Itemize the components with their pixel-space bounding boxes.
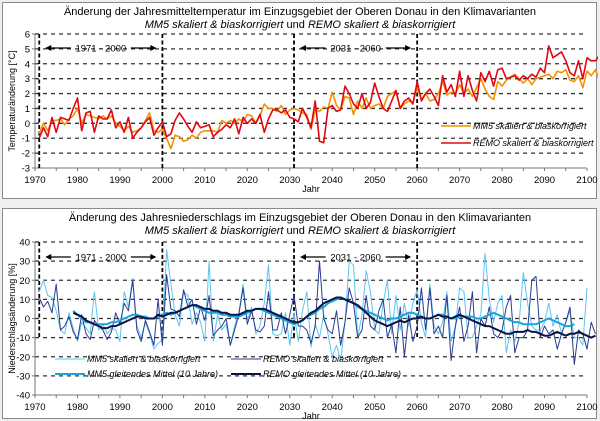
x-tick-label: 1970 — [24, 175, 45, 186]
y-tick-label: -1 — [22, 134, 30, 145]
period-label: 2031 - 2060 — [330, 44, 381, 55]
legend-label: MM5 gleitendes Mittel (10 Jahre) — [87, 369, 218, 379]
y-tick-label: 0 — [25, 119, 30, 130]
y-tick-label: -2 — [22, 149, 30, 160]
x-tick-label: 2050 — [364, 402, 385, 413]
legend-label: REMO skaliert & biaskorrigiert — [263, 354, 384, 364]
x-tick-label: 2060 — [407, 402, 428, 413]
x-tick-label: 2000 — [152, 402, 173, 413]
x-tick-label: 2100 — [576, 175, 597, 186]
y-tick-label: -30 — [16, 371, 30, 382]
y-tick-label: 40 — [19, 238, 30, 249]
x-tick-label: 2040 — [322, 175, 343, 186]
legend-label: MM5 skaliert & biaskorrigiert — [87, 354, 201, 364]
y-tick-label: 2 — [25, 89, 30, 100]
x-tick-label: 1970 — [24, 402, 45, 413]
period-label: 1971 - 2000 — [75, 253, 126, 264]
x-tick-label: 2010 — [194, 402, 215, 413]
x-tick-label: 2040 — [322, 402, 343, 413]
x-tick-label: 2090 — [534, 402, 555, 413]
arrow-right-icon — [150, 254, 157, 260]
y-tick-label: 4 — [25, 59, 30, 70]
series-line-0 — [38, 249, 588, 362]
series-line-1 — [38, 45, 598, 144]
y-tick-label: 30 — [19, 257, 30, 268]
x-tick-label: 2020 — [237, 402, 258, 413]
chart-subtitle: MM5 skaliert & biaskorrigiert und REMO s… — [145, 225, 456, 237]
chart-title: Änderung des Jahresniederschlags im Einz… — [69, 212, 531, 224]
legend-label: MM5 skaliert & biaskorrigiert — [473, 121, 587, 131]
y-axis-label: Temperaturänderung [°C] — [7, 50, 17, 151]
legend-label: REMO gleitendes Mittel (10 Jahre) — [263, 369, 401, 379]
y-tick-label: 3 — [25, 74, 30, 85]
x-tick-label: 2060 — [407, 175, 428, 186]
chart-title: Änderung der Jahresmitteltemperatur im E… — [64, 6, 536, 18]
y-tick-label: -20 — [16, 352, 30, 363]
arrow-left-icon — [300, 45, 307, 51]
arrow-left-icon — [45, 45, 52, 51]
y-tick-label: 10 — [19, 295, 30, 306]
x-tick-label: 1980 — [67, 175, 88, 186]
x-tick-label: 2030 — [279, 402, 300, 413]
arrow-right-icon — [405, 254, 412, 260]
x-tick-label: 2030 — [279, 175, 300, 186]
arrow-left-icon — [300, 254, 307, 260]
x-tick-label: 2070 — [449, 402, 470, 413]
y-tick-label: -3 — [22, 164, 30, 175]
chart-subtitle: MM5 skaliert & biaskorrigiert und REMO s… — [145, 19, 456, 31]
x-tick-label: 1990 — [109, 402, 130, 413]
arrow-right-icon — [405, 45, 412, 51]
series-line-3 — [72, 296, 596, 339]
x-axis-label: Jahr — [302, 184, 320, 194]
x-tick-label: 1980 — [67, 402, 88, 413]
period-label: 1971 - 2000 — [75, 44, 126, 55]
y-tick-label: 6 — [25, 30, 30, 41]
x-tick-label: 2100 — [576, 402, 597, 413]
x-axis-label: Jahr — [302, 411, 320, 420]
precipitation-chart: Änderung des Jahresniederschlags im Einz… — [7, 212, 598, 420]
x-tick-label: 2070 — [449, 175, 470, 186]
x-tick-label: 2020 — [237, 175, 258, 186]
y-tick-label: 20 — [19, 276, 30, 287]
series-line-1 — [38, 260, 596, 365]
temperature-chart-panel: Änderung der Jahresmitteltemperatur im E… — [2, 2, 598, 199]
legend-label: REMO skaliert & biaskorrigiert — [473, 138, 594, 148]
y-tick-label: 1 — [25, 104, 30, 115]
x-tick-label: 2080 — [492, 175, 513, 186]
y-axis-label: Niederschlagsänderung [%] — [7, 263, 17, 374]
x-tick-label: 2010 — [194, 175, 215, 186]
x-tick-label: 2080 — [492, 402, 513, 413]
arrow-right-icon — [150, 45, 157, 51]
x-tick-label: 2090 — [534, 175, 555, 186]
precipitation-chart-panel: Änderung des Jahresniederschlags im Einz… — [2, 208, 598, 420]
period-label: 2031 - 2060 — [330, 253, 381, 264]
arrow-left-icon — [45, 254, 52, 260]
y-tick-label: -10 — [16, 333, 30, 344]
x-tick-label: 2000 — [152, 175, 173, 186]
x-tick-label: 1990 — [109, 175, 130, 186]
y-tick-label: 0 — [25, 314, 30, 325]
temperature-chart: Änderung der Jahresmitteltemperatur im E… — [7, 6, 598, 194]
y-tick-label: 5 — [25, 44, 30, 55]
x-tick-label: 2050 — [364, 175, 385, 186]
y-tick-label: -40 — [16, 391, 30, 402]
